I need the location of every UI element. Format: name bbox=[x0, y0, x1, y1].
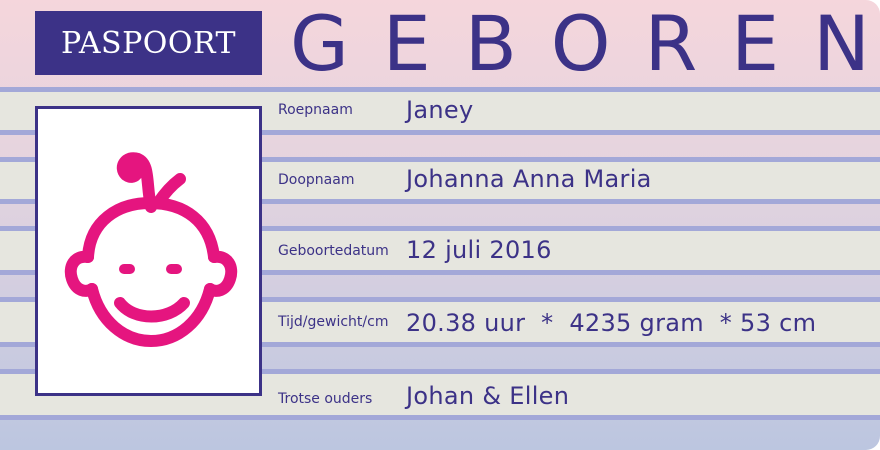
title-letter: O bbox=[550, 0, 611, 88]
divider bbox=[0, 87, 880, 92]
title-letter: R bbox=[644, 0, 698, 88]
divider bbox=[0, 342, 880, 347]
field-value: 20.38 uur * 4235 gram * 53 cm bbox=[406, 309, 817, 337]
field-label: Roepnaam bbox=[278, 102, 353, 118]
divider bbox=[0, 297, 880, 302]
field-value: Johanna Anna Maria bbox=[406, 165, 652, 193]
title-letter: B bbox=[464, 0, 517, 88]
title-letter: N bbox=[813, 0, 870, 88]
divider bbox=[0, 199, 880, 204]
baby-face-icon bbox=[64, 152, 238, 348]
title-letter: E bbox=[731, 0, 780, 88]
field-label: Doopnaam bbox=[278, 172, 355, 188]
divider bbox=[0, 226, 880, 231]
divider bbox=[0, 270, 880, 275]
divider bbox=[0, 130, 880, 135]
title-letter: G bbox=[290, 0, 349, 88]
divider bbox=[0, 369, 880, 374]
field-label: Tijd/gewicht/cm bbox=[278, 314, 389, 330]
photo-frame bbox=[35, 106, 262, 396]
divider bbox=[0, 157, 880, 162]
field-value: Johan & Ellen bbox=[406, 382, 570, 410]
title-letter: E bbox=[382, 0, 431, 88]
field-value: Janey bbox=[406, 96, 474, 124]
paspoort-badge: PASPOORT bbox=[35, 11, 262, 75]
divider bbox=[0, 415, 880, 420]
field-label: Trotse ouders bbox=[278, 391, 373, 407]
field-label: Geboortedatum bbox=[278, 243, 389, 259]
field-value: 12 juli 2016 bbox=[406, 236, 552, 264]
